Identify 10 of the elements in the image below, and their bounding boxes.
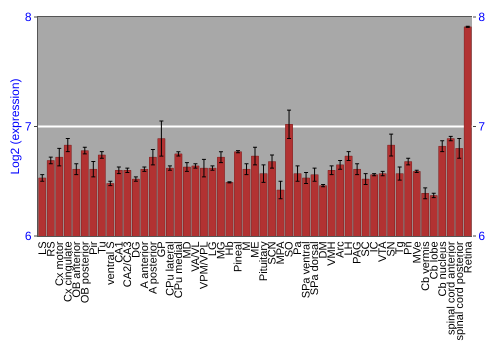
y-tick-label: 6: [24, 229, 32, 244]
y-axis-title: Log2 (expression): [8, 78, 22, 175]
x-tick-label: Tg: [394, 241, 406, 254]
y2-tick-label: 8: [478, 10, 486, 24]
x-tick-label: A posterior: [147, 241, 160, 294]
y2-tick-label: 6: [478, 229, 486, 244]
y-tick-label: 7: [24, 120, 32, 134]
x-tick-label: OB posterior: [79, 241, 92, 304]
y-tick-label: 8: [24, 10, 32, 24]
y2-tick-label: 7: [478, 120, 486, 134]
